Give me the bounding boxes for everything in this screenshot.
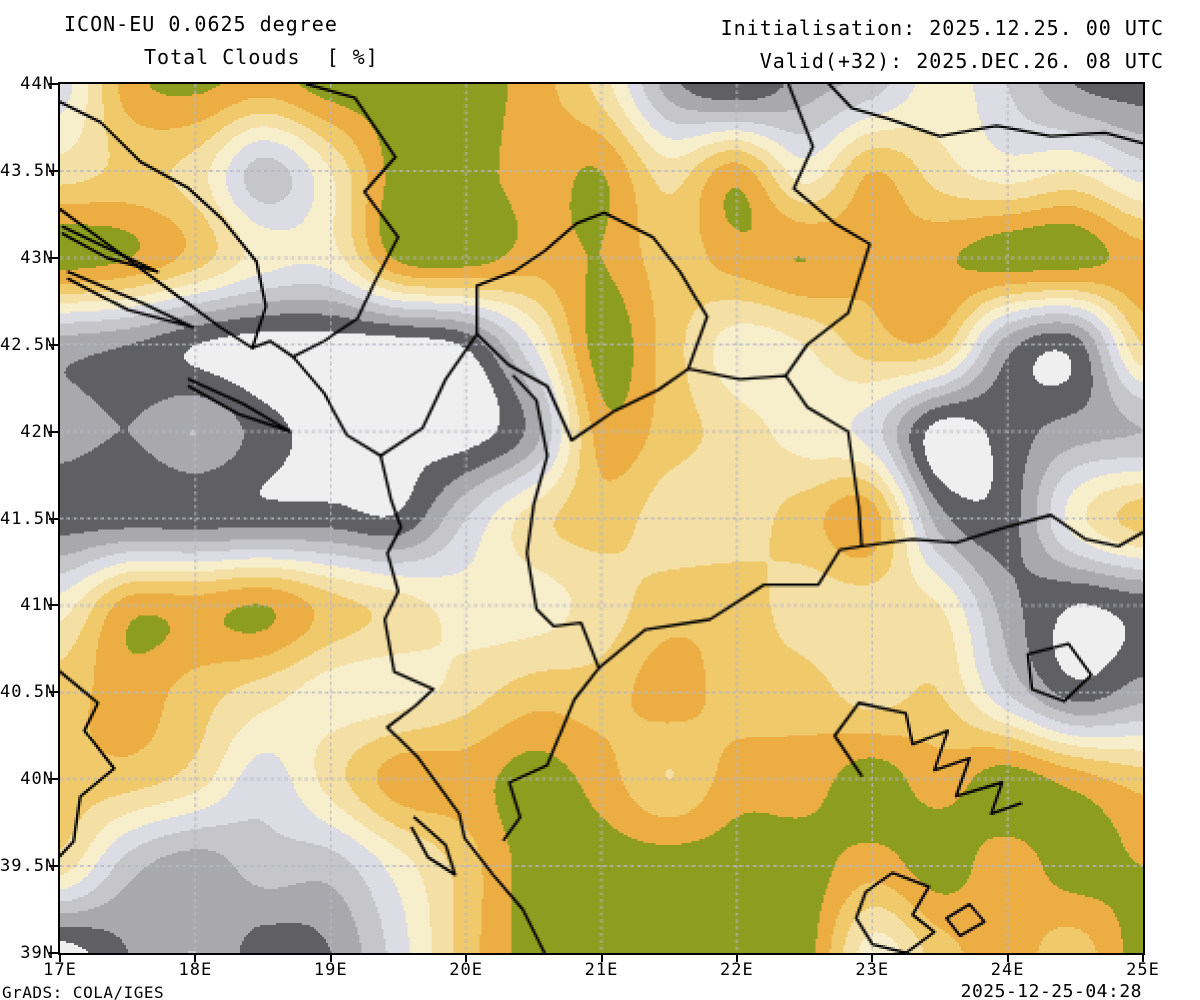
y-axis-tick [49,169,58,172]
y-axis-label: 39.5N [0,856,57,877]
y-axis-tick [49,430,58,433]
grads-credit: GrADS: COLA/IGES [2,983,165,1000]
field-title: Total Clouds [ %] [144,45,379,69]
y-axis-tick [49,517,58,520]
y-axis-label: 40.5N [0,682,57,703]
y-axis-label: 42N [20,421,54,442]
x-axis-tick [1006,953,1009,962]
y-axis-tick [49,343,58,346]
y-axis-tick [49,604,58,607]
x-axis-tick [194,953,197,962]
x-axis-label: 17E [43,960,77,980]
valid-time: Valid(+32): 2025.DEC.26. 08 UTC [759,49,1164,73]
y-axis-label: 43.5N [0,160,57,181]
map-frame [49,82,1145,962]
x-axis-tick [735,953,738,962]
y-axis-label: 39N [20,943,54,963]
init-time: Initialisation: 2025.12.25. 00 UTC [720,16,1164,40]
model-title: ICON-EU 0.0625 degree [64,12,338,36]
cloud-cover-map-canvas [60,84,1143,953]
y-axis-tick [49,778,58,781]
x-axis-label: 24E [990,960,1025,980]
run-info: Initialisation: 2025.12.25. 00 UTC Valid… [721,12,1164,78]
y-axis-label: 41.5N [0,508,57,529]
x-axis-label: 21E [584,960,619,980]
creation-timestamp: 2025-12-25-04:28 [960,981,1142,1000]
x-axis-label: 25E [1126,960,1160,980]
x-axis-tick [600,953,603,962]
y-axis-tick [49,952,58,954]
y-axis-label: 40N [20,769,54,790]
y-axis-tick [49,83,58,85]
x-axis-tick [465,953,468,962]
x-axis-label: 19E [313,960,348,980]
y-axis-label: 41N [20,595,54,616]
x-axis-tick [1142,953,1144,962]
y-axis-tick [49,256,58,259]
y-axis-label: 43N [20,247,54,268]
x-axis-label: 23E [855,960,890,980]
y-axis-label: 42.5N [0,334,57,355]
x-axis-tick [871,953,874,962]
y-axis-tick [49,691,58,694]
y-axis-label: 44N [20,74,54,94]
x-axis-label: 18E [178,960,213,980]
x-axis-label: 20E [449,960,483,980]
x-axis-tick [329,953,332,962]
y-axis-tick [49,865,58,868]
x-axis-label: 22E [720,960,754,980]
x-axis-tick [59,953,61,962]
